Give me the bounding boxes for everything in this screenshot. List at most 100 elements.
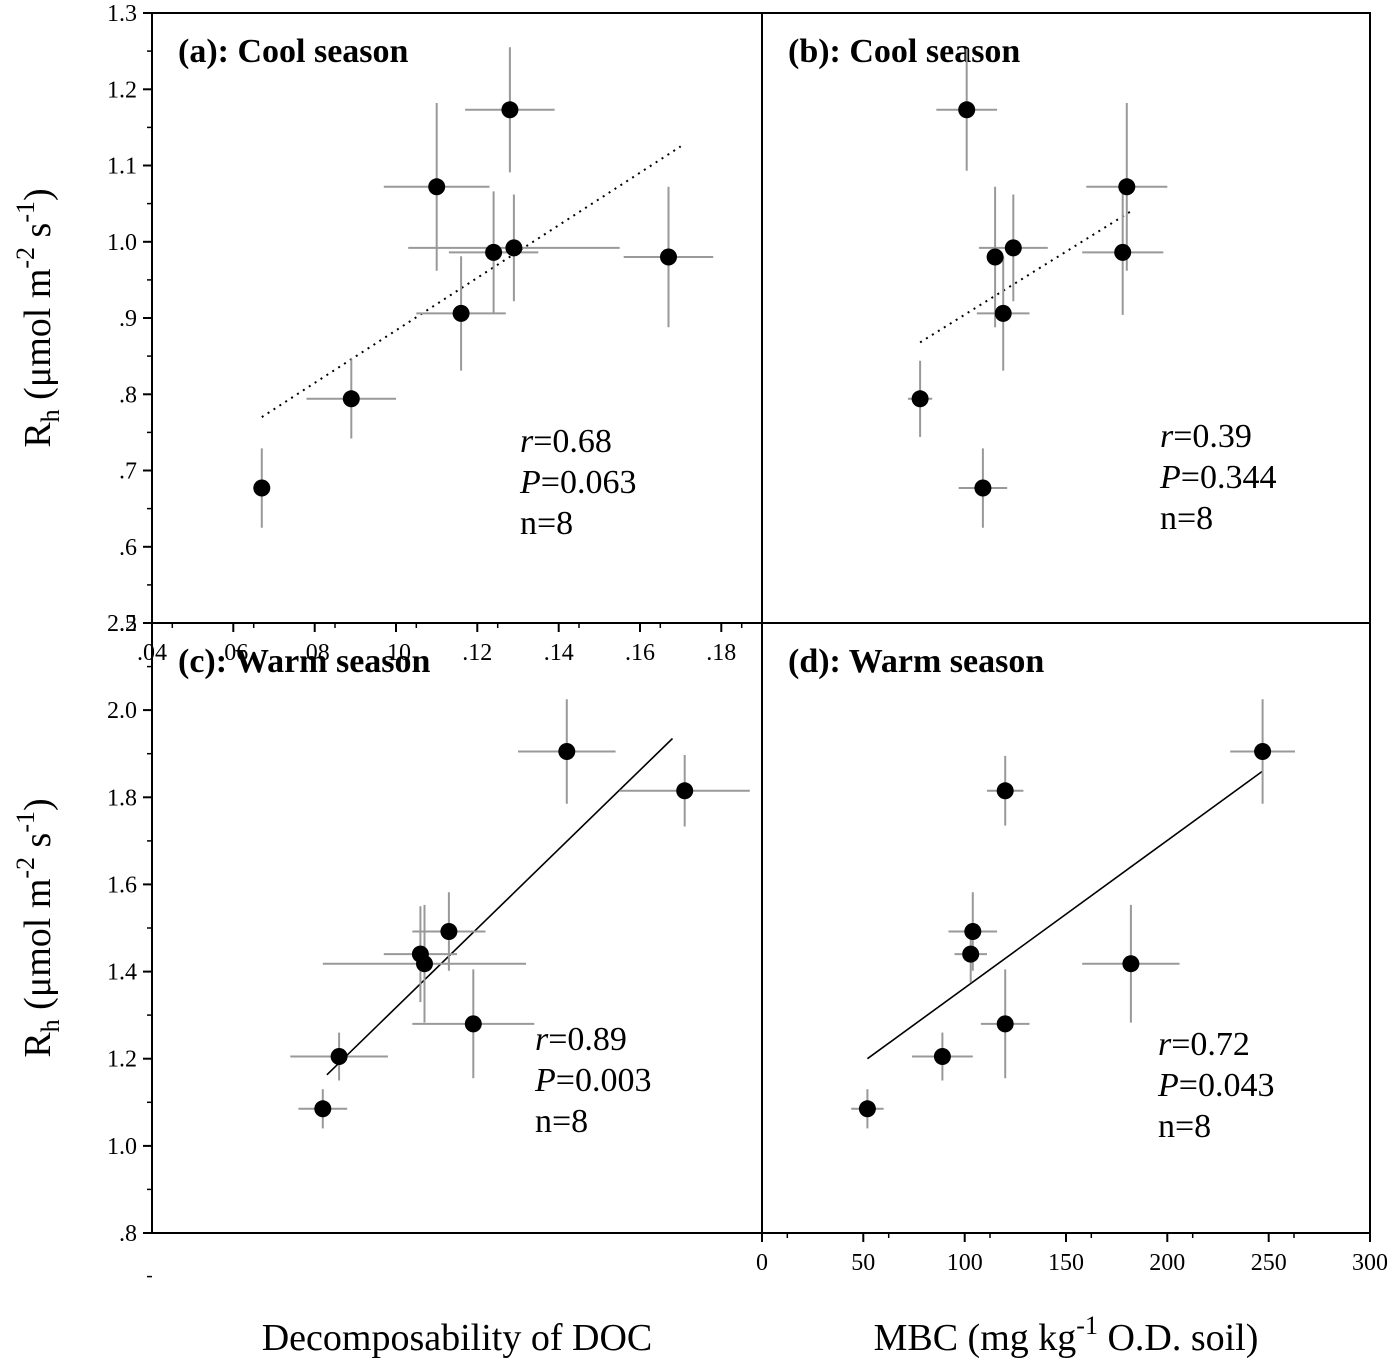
stat-r-value: 0.39 [1192, 418, 1252, 455]
stat-p-d: P=0.043 [1157, 1067, 1274, 1104]
fit-line-b [919, 210, 1132, 344]
x-tick-label: .18 [706, 640, 736, 666]
stat-p-eq: = [541, 464, 560, 501]
stat-r-symbol: r [520, 423, 534, 460]
stat-p-symbol: P [1157, 1067, 1179, 1104]
tick-layer: .6 .7 .8 .9 1.0 1.1 1.2 .8 1.0 1.2 1.4 1.6 1.8 2.0 1.3… [107, 1, 1388, 1278]
y-axis-label-bottom: Rh (μmol m-2 s-1) [11, 798, 65, 1057]
x-tick-label: 50 [851, 1250, 875, 1276]
x-tick-label: .14 [544, 640, 574, 666]
data-point [974, 479, 992, 497]
x-tick-label: .12 [462, 640, 492, 666]
panel-title-a: (a): Cool season [178, 33, 409, 70]
y-tick-label: 1.1 [107, 154, 137, 180]
stat-r-eq: = [1171, 1026, 1190, 1063]
x-axis-label-right: MBC (mg kg-1 O.D. soil) [874, 1311, 1259, 1359]
fit-line-c [326, 737, 674, 1076]
data-point [958, 101, 976, 119]
x-axis-label-left: Decomposability of DOC [262, 1317, 653, 1359]
data-point [911, 390, 929, 408]
data-point [485, 243, 503, 261]
stat-r-value: 0.72 [1190, 1026, 1250, 1063]
data-point [330, 1048, 348, 1065]
data-point [558, 743, 576, 760]
y-tick-label: .7 [119, 459, 137, 485]
x-tick-label: 0 [756, 1250, 768, 1276]
x-tick-label: 100 [947, 1250, 983, 1276]
data-point [996, 1015, 1014, 1033]
stat-n-c: n=8 [535, 1103, 588, 1140]
y-tick-label: 1.8 [107, 785, 137, 811]
stat-p-symbol: P [519, 464, 541, 501]
data-point [452, 304, 470, 322]
y-axis-label-top: Rh (μmol m-2 s-1) [11, 188, 65, 447]
stat-r-value: 0.68 [552, 423, 612, 460]
stat-r-eq: = [548, 1021, 567, 1058]
x-tick-label: 200 [1149, 1250, 1185, 1276]
data-point [660, 248, 677, 266]
stat-r-symbol: r [535, 1021, 549, 1058]
stat-r-c: r=0.89 [535, 1021, 627, 1058]
stat-r-b: r=0.39 [1160, 418, 1252, 455]
data-point [314, 1100, 332, 1118]
stat-r-symbol: r [1160, 418, 1174, 455]
data-point [1114, 243, 1132, 261]
stat-r-a: r=0.68 [520, 423, 612, 460]
stat-r-eq: = [1173, 418, 1192, 455]
stat-r-d: r=0.72 [1158, 1026, 1250, 1063]
x-tick-label: .06 [218, 640, 248, 666]
data-point [996, 782, 1014, 800]
data-point [428, 178, 446, 196]
x-tick-label: 150 [1048, 1250, 1084, 1276]
x-tick-label: .04 [137, 640, 167, 666]
data-point [501, 101, 519, 119]
x-tick-label: .08 [300, 640, 330, 666]
data-point [962, 945, 980, 963]
stat-n-a: n=8 [520, 505, 573, 542]
x-tick-label: 300 [1352, 1250, 1388, 1276]
data-point [676, 782, 694, 800]
data-point [1118, 178, 1136, 196]
stat-p-b: P=0.344 [1159, 459, 1276, 496]
stat-r-value: 0.89 [567, 1021, 627, 1058]
panel-c: (c): Warm season r=0.89 P=0.003 n=8 [178, 643, 750, 1140]
panel-title-c: (c): Warm season [178, 643, 431, 680]
y-tick-label-junction-warm: 2.2 [107, 611, 137, 637]
data-point [1004, 239, 1022, 257]
stat-p-eq: = [1181, 459, 1200, 496]
y-tick-label-top: 1.3 [107, 1, 137, 27]
y-tick-label: 1.6 [107, 872, 137, 898]
stat-p-symbol: P [534, 1062, 556, 1099]
y-tick-label: 1.2 [107, 1047, 137, 1073]
y-tick-label-junction-cool: .5 [119, 611, 137, 637]
data-point [964, 923, 982, 940]
y-tick-label: 2.0 [107, 698, 137, 724]
data-point [464, 1015, 482, 1033]
data-point [933, 1048, 951, 1065]
y-tick-label: .8 [119, 382, 137, 408]
y-tick-label: 1.4 [107, 960, 137, 986]
data-point [1122, 955, 1140, 973]
data-point [505, 239, 523, 257]
y-tick-label: .8 [119, 1221, 137, 1247]
stat-p-c: P=0.003 [534, 1062, 651, 1099]
stat-p-value: 0.043 [1198, 1067, 1275, 1104]
data-point [416, 955, 433, 973]
stat-p-a: P=0.063 [519, 464, 636, 501]
data-point [253, 479, 271, 497]
stat-p-value: 0.063 [560, 464, 637, 501]
stat-n-d: n=8 [1158, 1108, 1211, 1145]
x-tick-label: .10 [381, 640, 411, 666]
x-tick-label: 250 [1251, 1250, 1287, 1276]
stat-n-b: n=8 [1160, 500, 1213, 537]
stat-p-value: 0.344 [1200, 459, 1277, 496]
panel-title-b: (b): Cool season [788, 33, 1020, 70]
data-point [440, 923, 458, 940]
stat-r-eq: = [533, 423, 552, 460]
data-point [342, 390, 360, 408]
